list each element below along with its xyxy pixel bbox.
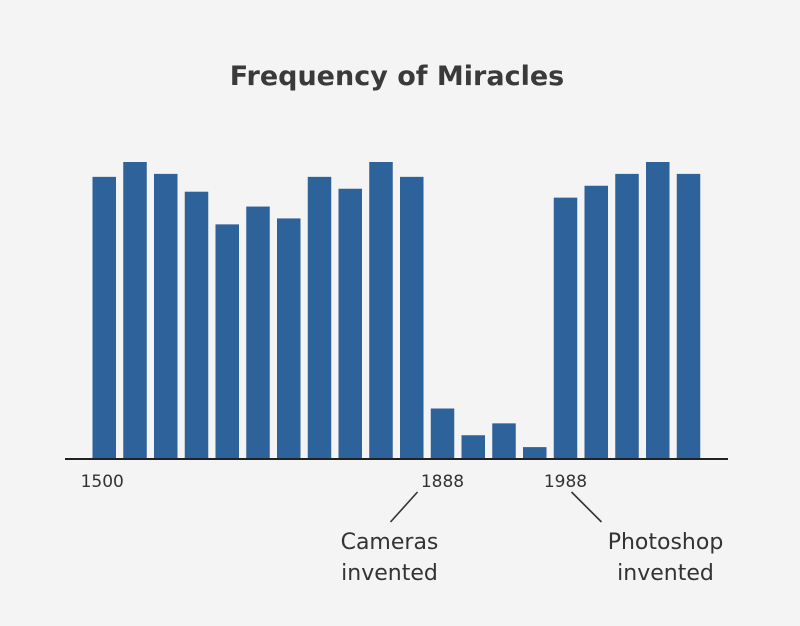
- bar-20: [676, 173, 701, 459]
- bar-5: [215, 224, 239, 459]
- annotation-text: invented: [617, 561, 714, 586]
- bar-2: [123, 162, 147, 459]
- bar-1: [92, 176, 116, 459]
- x-tick-label: 1888: [421, 472, 464, 492]
- bar-12: [430, 408, 455, 459]
- bar-17: [584, 185, 608, 459]
- chart-title: Frequency of Miracles: [230, 61, 564, 92]
- bar-19: [646, 162, 670, 459]
- x-tick-label: 1500: [81, 472, 124, 492]
- bar-16: [553, 197, 578, 459]
- annotation-leader-line: [570, 491, 603, 523]
- bar-9: [338, 188, 362, 460]
- bar-13: [461, 435, 485, 459]
- annotation-text: Photoshop: [608, 530, 724, 555]
- bar-11: [400, 176, 424, 459]
- bar-3: [154, 173, 178, 459]
- bar-14: [492, 423, 516, 459]
- bars-group: [92, 162, 701, 460]
- x-tick-labels: 1500 1888 1988: [81, 472, 588, 492]
- annotations-group: Cameras invented Photoshop invented: [341, 491, 724, 586]
- bar-4: [184, 191, 209, 459]
- bar-15: [523, 447, 547, 459]
- bar-8: [307, 176, 332, 459]
- annotation-text: Cameras: [341, 530, 439, 555]
- x-tick-label: 1988: [544, 472, 587, 492]
- bar-6: [246, 206, 270, 459]
- bar-18: [615, 173, 639, 459]
- annotation-text: invented: [341, 561, 438, 586]
- annotation-leader-line: [389, 491, 419, 523]
- bar-7: [277, 218, 301, 459]
- bar-10: [369, 162, 393, 459]
